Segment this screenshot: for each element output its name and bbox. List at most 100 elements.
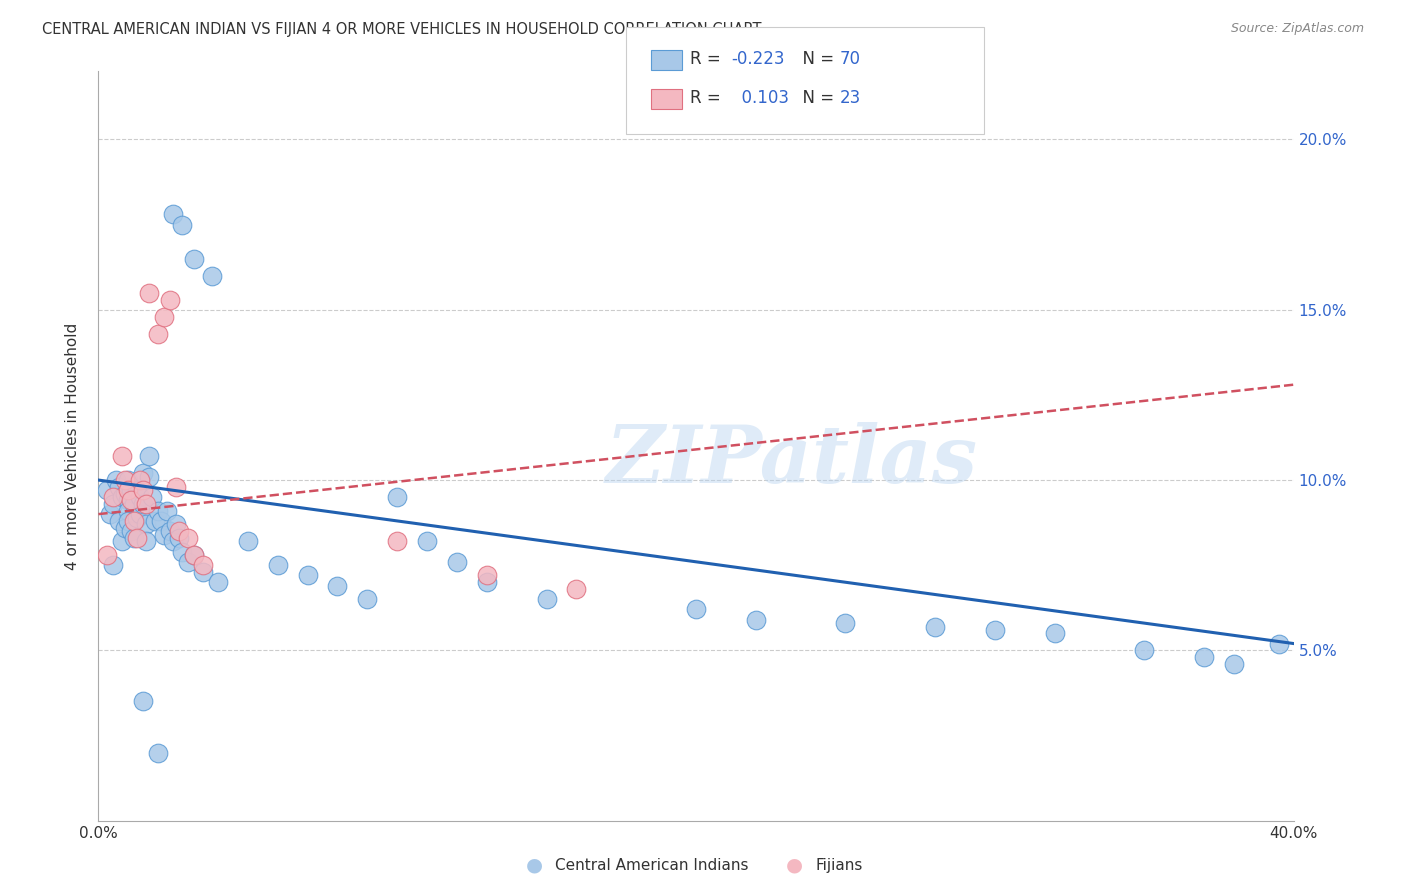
Point [114,521,136,535]
Point [1267,636,1289,650]
Point [159,524,181,538]
Text: Central American Indians: Central American Indians [555,858,749,872]
Point [183,548,205,562]
Point [565,582,588,596]
Point [446,555,468,569]
Point [111,490,134,504]
Text: N =: N = [792,89,839,107]
Text: ZIPatlas: ZIPatlas [606,422,977,500]
Point [165,517,187,532]
Y-axis label: 4 or more Vehicles in Household: 4 or more Vehicles in Household [65,322,80,570]
Point [120,483,142,498]
Point [103,497,125,511]
Point [1223,657,1246,671]
Point [117,504,139,518]
Text: 0.103: 0.103 [731,89,789,107]
Text: R =: R = [690,50,727,68]
Point [183,252,205,266]
Point [117,473,139,487]
Point [191,558,214,573]
Point [385,490,409,504]
Point [416,534,439,549]
Point [141,490,163,504]
Point [685,602,707,616]
Point [127,483,149,498]
Point [111,534,134,549]
Text: CENTRAL AMERICAN INDIAN VS FIJIAN 4 OR MORE VEHICLES IN HOUSEHOLD CORRELATION CH: CENTRAL AMERICAN INDIAN VS FIJIAN 4 OR M… [42,22,762,37]
Point [148,326,170,341]
Point [96,548,118,562]
Point [159,293,181,307]
Point [111,449,134,463]
Point [129,473,152,487]
Point [153,527,176,541]
Point [167,531,190,545]
Point [135,497,157,511]
Point [326,579,349,593]
Point [162,207,184,221]
Point [132,467,155,481]
Point [127,531,149,545]
Point [172,218,194,232]
Point [120,493,142,508]
Point [129,507,152,521]
Point [1192,650,1215,665]
Point [138,449,160,463]
Point [132,483,155,498]
Text: ●: ● [786,855,803,875]
Point [143,514,166,528]
Point [138,469,160,483]
Text: Fijians: Fijians [815,858,863,872]
Point [98,507,122,521]
Point [124,497,146,511]
Point [108,480,131,494]
Point [156,504,179,518]
Text: Source: ZipAtlas.com: Source: ZipAtlas.com [1230,22,1364,36]
Text: 23: 23 [839,89,860,107]
Text: -0.223: -0.223 [731,50,785,68]
Point [1043,626,1066,640]
Point [138,285,160,300]
Point [148,746,170,760]
Point [536,592,558,607]
Point [167,524,190,538]
Point [236,534,259,549]
Point [132,694,155,708]
Point [103,490,125,504]
Text: ●: ● [526,855,543,875]
Point [984,623,1007,637]
Point [132,497,155,511]
Point [135,534,157,549]
Point [834,616,856,631]
Point [103,558,125,573]
Point [124,531,146,545]
Point [183,548,205,562]
Point [162,534,184,549]
Point [1133,643,1156,657]
Point [356,592,378,607]
Point [165,480,187,494]
Point [267,558,290,573]
Point [108,514,131,528]
Point [153,310,176,324]
Point [96,483,118,498]
Point [124,514,146,528]
Point [114,473,136,487]
Point [191,565,214,579]
Point [475,575,498,590]
Point [297,568,319,582]
Point [117,514,139,528]
Point [150,514,173,528]
Point [129,490,152,504]
Point [120,524,142,538]
Point [148,504,170,518]
Point [105,473,128,487]
Point [117,493,139,508]
Text: 70: 70 [839,50,860,68]
Point [114,486,136,500]
Point [207,575,229,590]
Point [385,534,409,549]
Point [127,510,149,524]
Text: R =: R = [690,89,727,107]
Text: N =: N = [792,50,839,68]
